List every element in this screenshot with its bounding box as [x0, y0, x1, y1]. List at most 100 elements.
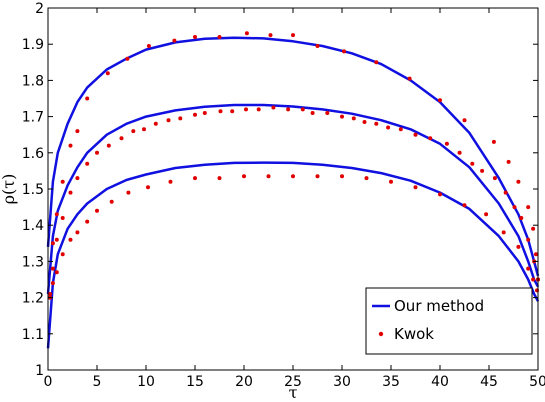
data-point-kwok-1: [526, 205, 531, 210]
y-tick-label: 1.5: [22, 182, 44, 198]
data-point-kwok-3: [266, 174, 271, 179]
data-point-kwok-2: [230, 109, 235, 114]
data-point-kwok-1: [172, 38, 177, 43]
data-point-kwok-3: [242, 174, 246, 179]
data-point-kwok-2: [362, 120, 367, 124]
data-point-kwok-2: [492, 176, 497, 181]
data-point-kwok-2: [60, 216, 65, 220]
data-point-kwok-2: [244, 107, 248, 112]
data-point-kwok-3: [146, 185, 150, 190]
x-tick-label: 5: [93, 374, 102, 390]
data-point-kwok-1: [105, 71, 110, 76]
data-point-kwok-1: [534, 252, 538, 257]
data-point-kwok-3: [364, 176, 369, 181]
data-point-kwok-2: [444, 141, 449, 146]
data-point-kwok-3: [526, 266, 531, 271]
data-point-kwok-1: [85, 96, 90, 101]
legend-point-swatch: [378, 331, 384, 337]
data-point-kwok-2: [75, 176, 80, 181]
data-point-kwok-1: [374, 60, 379, 65]
x-tick-label: 40: [431, 374, 449, 390]
data-point-kwok-2: [271, 105, 276, 110]
y-tick-label: 1.4: [22, 218, 44, 234]
legend-box: [365, 287, 533, 355]
data-point-kwok-2: [193, 112, 197, 117]
data-point-kwok-3: [126, 190, 131, 195]
x-tick-label: 30: [333, 374, 351, 390]
data-point-kwok-2: [398, 127, 403, 132]
data-point-kwok-2: [413, 132, 418, 137]
x-axis-label: τ: [289, 383, 298, 402]
data-point-kwok-3: [389, 179, 393, 184]
x-tick-label: 15: [186, 374, 204, 390]
data-point-kwok-2: [50, 266, 55, 271]
data-point-kwok-1: [54, 212, 59, 217]
data-point-kwok-2: [119, 136, 124, 141]
data-point-kwok-3: [109, 199, 114, 204]
data-point-kwok-3: [75, 230, 80, 235]
data-point-kwok-3: [85, 219, 90, 224]
data-point-kwok-2: [480, 168, 485, 173]
data-point-kwok-3: [60, 252, 65, 257]
data-point-kwok-1: [516, 179, 521, 184]
data-point-kwok-3: [217, 176, 222, 181]
data-point-kwok-2: [300, 107, 305, 112]
data-point-kwok-2: [95, 150, 99, 155]
y-tick-label: 1.1: [22, 327, 44, 343]
data-point-kwok-2: [519, 216, 524, 220]
x-tick-label: 35: [382, 374, 400, 390]
x-tick-label: 0: [44, 374, 53, 390]
data-point-kwok-1: [268, 33, 273, 38]
data-point-kwok-1: [48, 292, 52, 296]
series-line-our-method-3: [46, 161, 540, 349]
legend: Our method Kwok: [365, 287, 533, 355]
data-point-kwok-2: [325, 111, 330, 115]
data-point-kwok-1: [438, 98, 442, 103]
data-point-kwok-2: [457, 150, 462, 155]
data-point-kwok-2: [142, 127, 146, 132]
data-point-kwok-3: [462, 203, 467, 208]
data-point-kwok-2: [351, 116, 356, 121]
data-point-kwok-2: [470, 161, 475, 166]
data-point-kwok-1: [291, 33, 295, 38]
y-tick-label: 1.3: [22, 254, 44, 270]
x-tick-label: 20: [235, 374, 253, 390]
data-point-kwok-1: [146, 44, 151, 48]
data-point-kwok-3: [413, 185, 418, 190]
y-axis-label: ρ(τ): [0, 174, 18, 205]
x-tick-label: 50: [529, 374, 545, 390]
data-point-kwok-2: [68, 190, 73, 195]
data-point-kwok-1: [75, 129, 80, 134]
data-point-kwok-2: [428, 136, 433, 141]
data-point-kwok-1: [60, 179, 65, 184]
data-point-kwok-2: [85, 161, 90, 166]
data-point-kwok-2: [503, 190, 508, 195]
data-point-kwok-1: [125, 56, 130, 61]
y-tick-label: 1: [35, 363, 44, 379]
data-point-kwok-1: [315, 44, 320, 48]
data-point-kwok-2: [374, 121, 379, 126]
data-point-kwok-3: [50, 281, 55, 286]
data-point-kwok-2: [256, 107, 261, 112]
data-point-kwok-3: [531, 277, 536, 282]
y-tick-label: 2: [35, 1, 44, 17]
x-tick-label: 45: [480, 374, 498, 390]
series-line-our-method-1: [46, 36, 540, 277]
data-point-kwok-1: [462, 118, 467, 123]
data-point-kwok-2: [286, 107, 291, 112]
legend-label-our-method: Our method: [394, 297, 484, 315]
data-point-kwok-1: [68, 143, 73, 148]
data-point-kwok-3: [291, 174, 295, 179]
data-point-kwok-2: [202, 111, 207, 115]
data-point-kwok-2: [526, 237, 531, 242]
data-point-kwok-2: [340, 114, 344, 119]
data-point-kwok-2: [178, 116, 183, 121]
data-point-kwok-2: [386, 125, 391, 130]
axis-ticks: 0 5 10 15 20 25 30 35 40 45 50 1 1.1 1.2 1.3 1.4 1.5 1.6 1…: [22, 1, 545, 390]
data-point-kwok-1: [491, 139, 496, 144]
data-point-kwok-3: [193, 176, 197, 181]
data-point-kwok-3: [54, 270, 59, 275]
data-point-kwok-2: [512, 205, 517, 210]
data-point-kwok-3: [168, 179, 173, 184]
